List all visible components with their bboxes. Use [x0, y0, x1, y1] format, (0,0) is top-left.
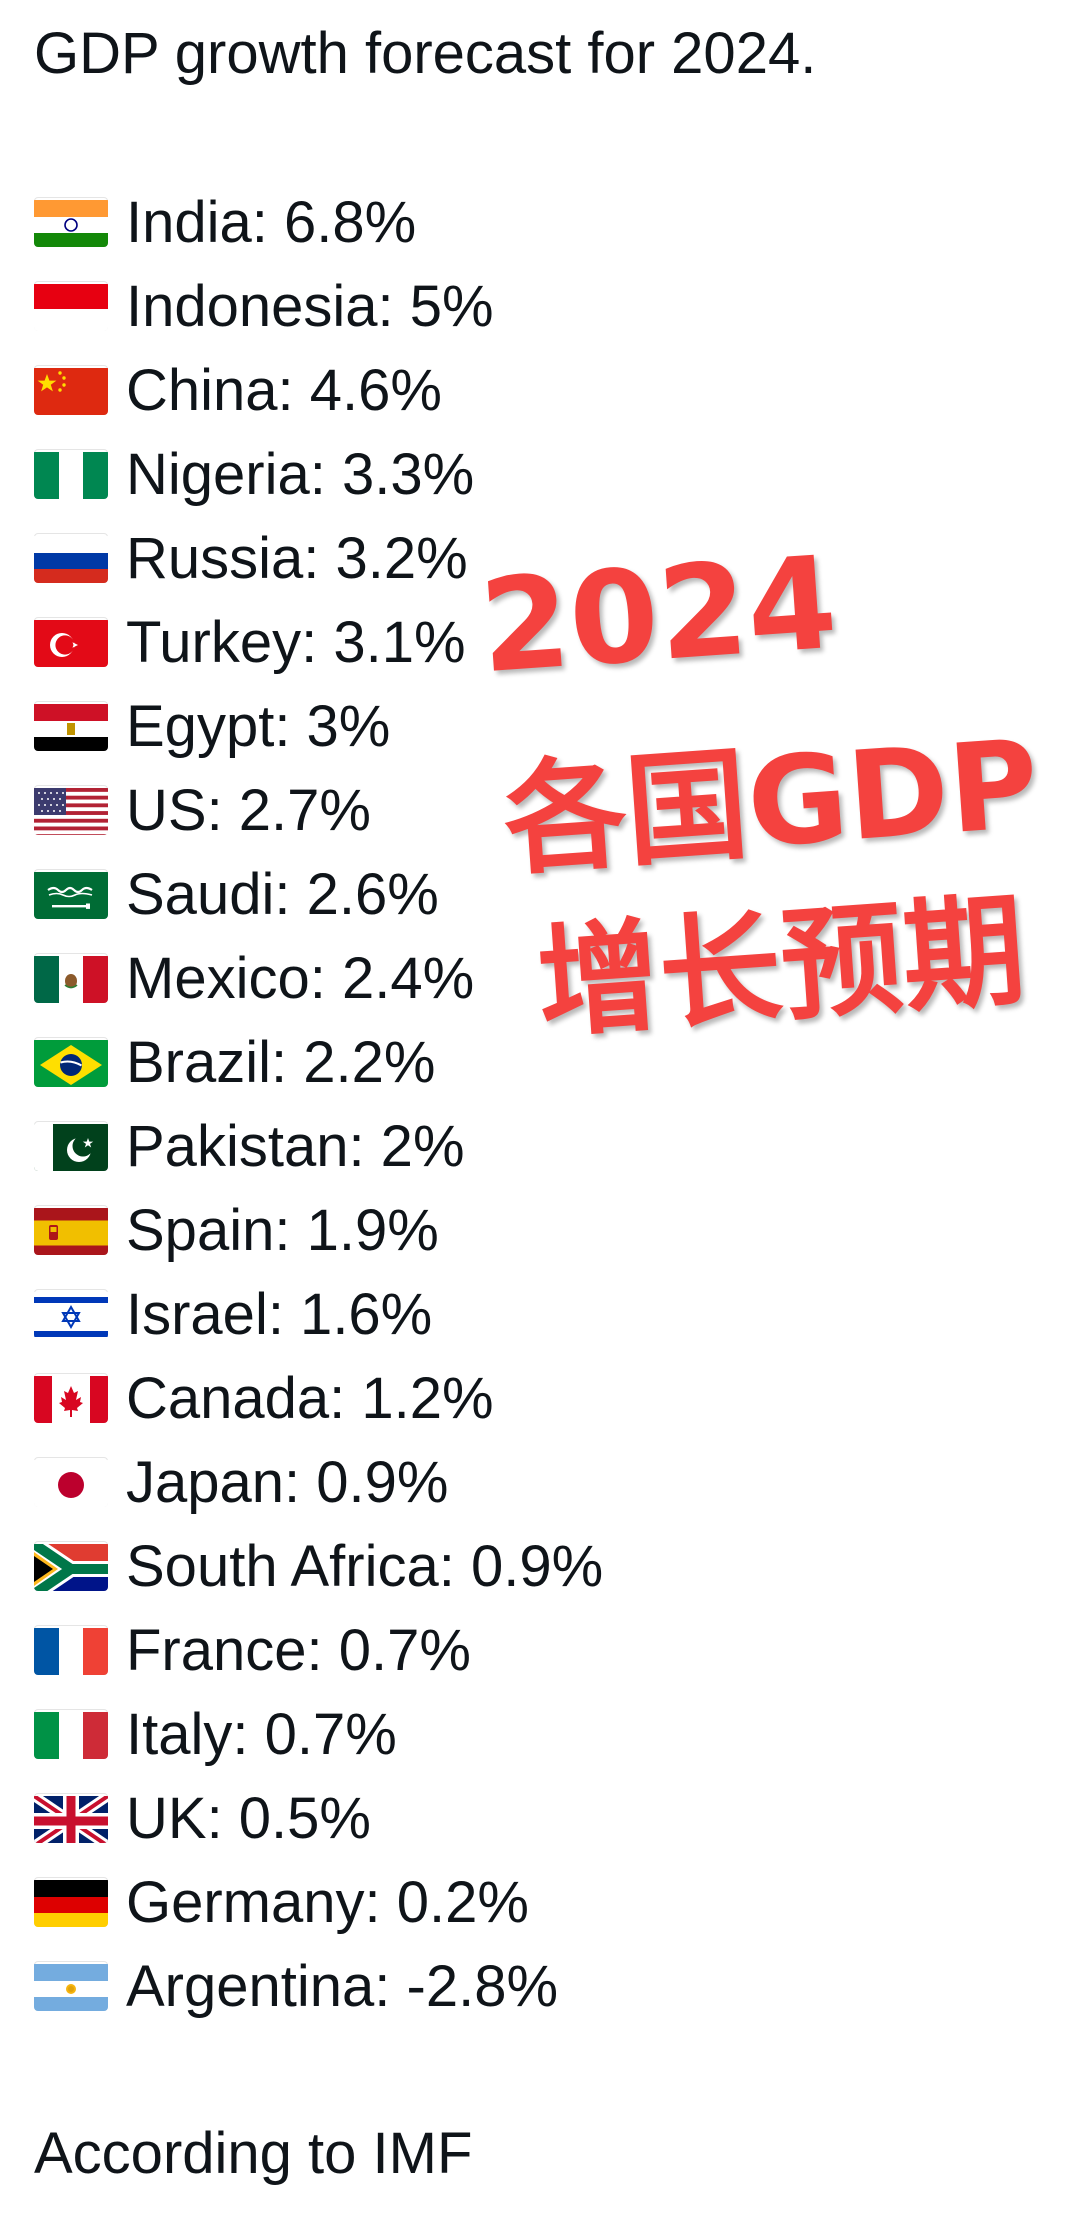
country-label: Spain: 1.9%	[126, 1197, 439, 1263]
country-label: Indonesia: 5%	[126, 273, 494, 339]
list-item: France: 0.7%	[34, 1608, 603, 1692]
pakistan-flag-icon	[34, 1121, 108, 1171]
turkey-flag-icon	[34, 617, 108, 667]
mexico-flag-icon	[34, 953, 108, 1003]
overlay-forecast-line: 增长预期	[532, 879, 1030, 1056]
country-label: Canada: 1.2%	[126, 1365, 494, 1431]
source-note: According to IMF	[34, 2121, 473, 2186]
country-label: Turkey: 3.1%	[126, 609, 466, 675]
list-item: Mexico: 2.4%	[34, 936, 603, 1020]
egypt-flag-icon	[34, 701, 108, 751]
country-label: France: 0.7%	[126, 1617, 471, 1683]
list-item: Germany: 0.2%	[34, 1860, 603, 1944]
italy-flag-icon	[34, 1709, 108, 1759]
france-flag-icon	[34, 1625, 108, 1675]
list-item: Spain: 1.9%	[34, 1188, 603, 1272]
country-label: Egypt: 3%	[126, 693, 391, 759]
brazil-flag-icon	[34, 1037, 108, 1087]
country-label: Germany: 0.2%	[126, 1869, 529, 1935]
saudi-flag-icon	[34, 869, 108, 919]
list-item: US: 2.7%	[34, 768, 603, 852]
country-label: Brazil: 2.2%	[126, 1029, 436, 1095]
israel-flag-icon	[34, 1289, 108, 1339]
country-label: Nigeria: 3.3%	[126, 441, 475, 507]
list-item: Indonesia: 5%	[34, 264, 603, 348]
country-label: Israel: 1.6%	[126, 1281, 433, 1347]
country-label: South Africa: 0.9%	[126, 1533, 604, 1599]
list-item: Russia: 3.2%	[34, 516, 603, 600]
country-label: Mexico: 2.4%	[126, 945, 475, 1011]
country-label: China: 4.6%	[126, 357, 442, 423]
indonesia-flag-icon	[34, 281, 108, 331]
canada-flag-icon	[34, 1373, 108, 1423]
list-item: China: 4.6%	[34, 348, 603, 432]
list-item: Saudi: 2.6%	[34, 852, 603, 936]
list-item: Italy: 0.7%	[34, 1692, 603, 1776]
china-flag-icon	[34, 365, 108, 415]
country-label: Russia: 3.2%	[126, 525, 468, 591]
india-flag-icon	[34, 197, 108, 247]
list-item: South Africa: 0.9%	[34, 1524, 603, 1608]
list-item: India: 6.8%	[34, 180, 603, 264]
list-item: Canada: 1.2%	[34, 1356, 603, 1440]
post-title: GDP growth forecast for 2024.	[34, 21, 817, 86]
list-item: UK: 0.5%	[34, 1776, 603, 1860]
country-label: Saudi: 2.6%	[126, 861, 439, 927]
list-item: Egypt: 3%	[34, 684, 603, 768]
list-item: Nigeria: 3.3%	[34, 432, 603, 516]
country-label: Argentina: -2.8%	[126, 1953, 559, 2019]
us-flag-icon	[34, 785, 108, 835]
south-africa-flag-icon	[34, 1541, 108, 1591]
country-label: US: 2.7%	[126, 777, 371, 843]
list-item: Argentina: -2.8%	[34, 1944, 603, 2028]
list-item: Turkey: 3.1%	[34, 600, 603, 684]
list-item: Pakistan: 2%	[34, 1104, 603, 1188]
japan-flag-icon	[34, 1457, 108, 1507]
country-label: Pakistan: 2%	[126, 1113, 465, 1179]
germany-flag-icon	[34, 1877, 108, 1927]
uk-flag-icon	[34, 1793, 108, 1843]
list-item: Israel: 1.6%	[34, 1272, 603, 1356]
argentina-flag-icon	[34, 1961, 108, 2011]
spain-flag-icon	[34, 1205, 108, 1255]
country-label: India: 6.8%	[126, 189, 417, 255]
nigeria-flag-icon	[34, 449, 108, 499]
country-label: Italy: 0.7%	[126, 1701, 397, 1767]
list-item: Brazil: 2.2%	[34, 1020, 603, 1104]
country-forecast-list: India: 6.8% Indonesia: 5% China: 4.6% Ni…	[34, 180, 603, 2028]
country-label: Japan: 0.9%	[126, 1449, 449, 1515]
russia-flag-icon	[34, 533, 108, 583]
list-item: Japan: 0.9%	[34, 1440, 603, 1524]
country-label: UK: 0.5%	[126, 1785, 371, 1851]
